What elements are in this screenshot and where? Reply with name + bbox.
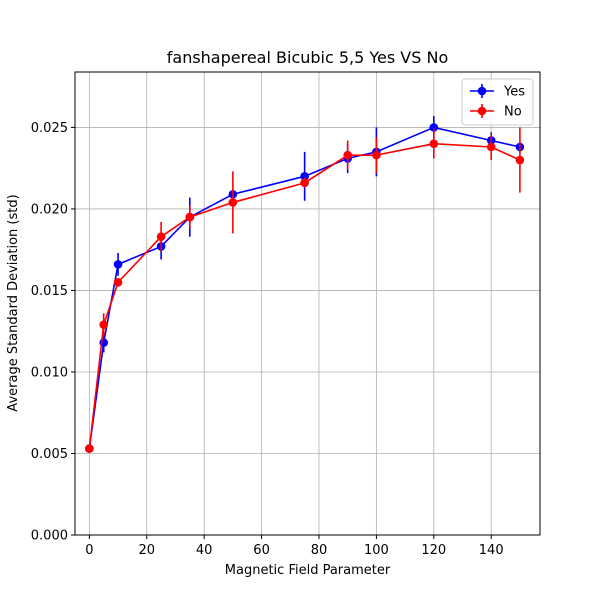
x-tick-label: 80 <box>311 543 328 558</box>
plot-area <box>85 116 525 453</box>
data-point <box>185 212 195 222</box>
data-point <box>228 198 238 207</box>
legend-label: No <box>504 105 522 120</box>
x-tick-label: 60 <box>253 543 270 558</box>
y-tick-label: 0.000 <box>31 529 68 544</box>
y-tick-label: 0.010 <box>31 365 68 380</box>
axes-frame <box>74 71 541 536</box>
data-point <box>486 142 496 152</box>
series-line <box>88 142 521 449</box>
data-point <box>156 232 166 241</box>
y-tick-label: 0.025 <box>31 121 68 136</box>
y-axis-label: Average Standard Deviation (std) <box>6 194 21 411</box>
data-point <box>300 172 309 181</box>
y-tick-label: 0.005 <box>31 447 68 462</box>
x-tick-label: 100 <box>364 543 389 558</box>
data-point <box>429 123 439 132</box>
data-point <box>300 178 309 188</box>
x-tick-label: 0 <box>85 543 93 558</box>
data-point <box>85 444 94 453</box>
x-tick-label: 120 <box>421 543 446 558</box>
chart-title: fanshapereal Bicubic 5,5 Yes VS No <box>167 48 449 67</box>
x-tick-label: 20 <box>138 543 155 558</box>
axes: 0 20 40 60 80 100 120 140 0.000 0.005 0.010 0.015 0.… <box>31 71 541 558</box>
data-point <box>372 150 381 160</box>
x-tick-label: 140 <box>479 543 504 558</box>
x-axis-label: Magnetic Field Parameter <box>225 563 391 578</box>
x-tick-label: 40 <box>196 543 213 558</box>
data-point <box>515 155 525 165</box>
series-line <box>88 126 521 449</box>
data-point <box>429 139 439 149</box>
data-point <box>113 260 123 269</box>
data-point <box>343 150 352 160</box>
y-tick-label: 0.015 <box>31 284 68 299</box>
legend-marker <box>477 106 487 116</box>
y-tick-label: 0.020 <box>31 202 68 217</box>
legend-label: Yes <box>503 85 525 100</box>
data-point <box>113 278 123 287</box>
data-point <box>99 320 109 329</box>
legend-marker <box>477 86 487 96</box>
legend: Yes No <box>461 78 534 126</box>
